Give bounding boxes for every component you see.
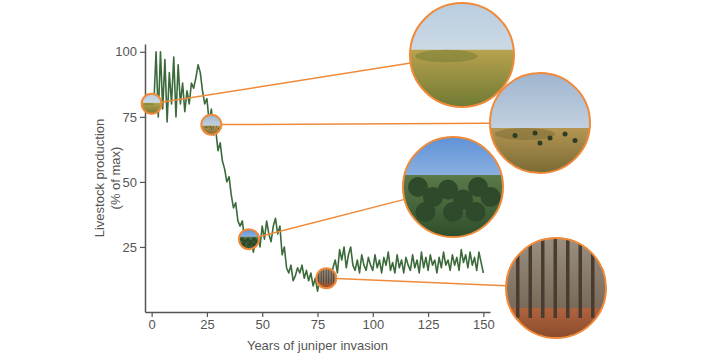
- connector: [162, 63, 411, 102]
- photo-frame: [316, 268, 336, 288]
- photo-tree: [206, 127, 207, 128]
- photo-sky: [316, 268, 336, 288]
- photo: [316, 268, 336, 288]
- tick-label: 25: [123, 240, 137, 255]
- photo-tree: [416, 202, 436, 222]
- photo-trunk: [325, 268, 327, 284]
- photo-frame: [403, 137, 503, 237]
- photo-frame: [201, 115, 221, 135]
- tick-mark: [140, 247, 145, 248]
- tick-label: 100: [115, 44, 137, 59]
- photo: [490, 73, 590, 173]
- photo: [142, 94, 162, 114]
- photo-tree: [213, 127, 214, 129]
- y-axis-title: Livestock production(% of max): [92, 119, 123, 238]
- connector: [336, 279, 506, 286]
- photo-tree: [216, 126, 217, 127]
- photo-tree: [481, 187, 501, 207]
- photo-tree: [513, 133, 518, 138]
- photo-frame: [142, 94, 162, 114]
- photo-tree: [247, 242, 251, 246]
- photo-trunk: [516, 238, 520, 318]
- tick-label: 75: [311, 317, 325, 332]
- photo-hill: [202, 126, 214, 128]
- tick: 75: [311, 312, 325, 332]
- photo-ground: [201, 126, 221, 135]
- tick-mark: [140, 117, 145, 118]
- tick: 75: [123, 110, 145, 125]
- photo-sky: [201, 115, 221, 135]
- photo: [239, 229, 259, 249]
- tick-label: 50: [123, 175, 137, 190]
- tick: 100: [362, 312, 384, 332]
- tick: 25: [200, 312, 214, 332]
- tick-label: 50: [255, 317, 269, 332]
- photo-hill: [495, 128, 555, 140]
- x-axis: 0 25 50 75 100 125 150: [146, 312, 495, 332]
- photo-tree: [563, 132, 568, 137]
- photo-sky: [403, 137, 503, 237]
- tick: 100: [115, 44, 145, 59]
- photo-tree: [443, 202, 463, 222]
- photo-trunk: [529, 238, 533, 318]
- photo-trunk: [591, 238, 595, 318]
- photo-frame: [506, 238, 606, 338]
- annotations: [142, 3, 606, 338]
- photo-sky: [506, 238, 606, 338]
- photo-frame: [239, 229, 259, 249]
- photo-frame: [410, 3, 514, 107]
- photo-tree: [573, 138, 578, 143]
- highlight: [142, 94, 162, 114]
- highlight: [201, 115, 221, 135]
- tick-mark: [140, 182, 145, 183]
- photo-tree: [251, 242, 255, 246]
- photo-sky: [410, 3, 514, 107]
- x-axis-title: Years of juniper invasion: [247, 338, 388, 353]
- photo: [201, 115, 221, 135]
- photo-sky: [142, 94, 162, 114]
- photo-hill: [415, 50, 477, 62]
- photo-trunk: [579, 238, 583, 318]
- photo-tree: [538, 141, 543, 146]
- axis-line: [145, 45, 147, 313]
- tick-label: 25: [200, 317, 214, 332]
- photo-tree: [210, 126, 211, 127]
- photo-frame: [490, 73, 590, 173]
- photo-trunk: [554, 238, 558, 318]
- photo: [410, 3, 514, 107]
- photo-ground: [490, 128, 590, 173]
- photo-trunk: [566, 238, 570, 318]
- tick: 150: [473, 312, 495, 332]
- tick: 125: [418, 312, 440, 332]
- tick-label: 100: [362, 317, 384, 332]
- photo-sky: [490, 73, 590, 173]
- tick-label: 0: [149, 317, 156, 332]
- photo: [403, 137, 503, 237]
- highlight: [316, 268, 336, 288]
- tick-mark: [140, 52, 145, 53]
- photo-tree: [211, 128, 212, 129]
- photo-tree: [533, 131, 538, 136]
- connector: [259, 199, 405, 236]
- tick-label: 75: [123, 110, 137, 125]
- tick: 50: [123, 175, 145, 190]
- tick-label: 125: [418, 317, 440, 332]
- chart: 0 25 50 75 100 125 150 25 50 75 100 Years of junipe…: [0, 0, 720, 360]
- tick: 0: [149, 312, 156, 332]
- photo-ground: [403, 175, 503, 237]
- connector: [221, 123, 490, 124]
- photo: [506, 238, 606, 338]
- tick-label: 150: [473, 317, 495, 332]
- photo-trunk: [541, 238, 545, 318]
- photo-tree: [466, 202, 486, 222]
- photo-sky: [239, 229, 259, 249]
- tick: 50: [255, 312, 269, 332]
- photo-tree: [548, 136, 553, 141]
- photo-tree: [218, 128, 219, 129]
- photo-trunk: [323, 268, 325, 284]
- photo-trunk: [328, 268, 330, 284]
- highlight: [239, 229, 259, 249]
- photo-hill: [143, 103, 155, 105]
- tick: 25: [123, 240, 145, 255]
